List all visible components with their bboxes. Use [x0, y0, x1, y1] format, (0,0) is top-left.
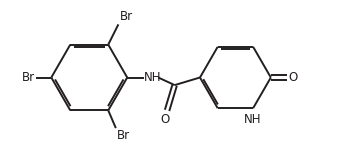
- Text: Br: Br: [117, 129, 130, 142]
- Text: Br: Br: [119, 10, 133, 23]
- Text: O: O: [289, 71, 298, 84]
- Text: NH: NH: [244, 113, 262, 126]
- Text: O: O: [160, 113, 169, 126]
- Text: Br: Br: [22, 71, 35, 84]
- Text: NH: NH: [144, 71, 162, 84]
